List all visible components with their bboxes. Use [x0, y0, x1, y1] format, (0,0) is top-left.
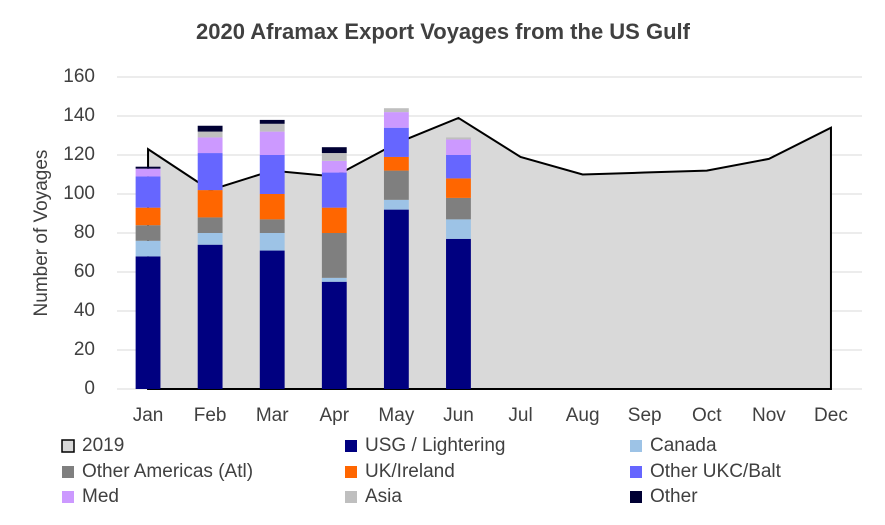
legend-swatch — [630, 440, 642, 452]
bar-segment — [321, 160, 347, 173]
bar-segment — [321, 207, 347, 233]
bar-segment — [321, 281, 347, 389]
legend-swatch — [345, 440, 357, 452]
area — [147, 116, 832, 390]
bar-segment — [197, 137, 223, 154]
x-tick-label: Feb — [194, 405, 227, 426]
bar-segment — [135, 166, 161, 169]
x-tick-label: Dec — [814, 405, 848, 426]
bar-segment — [197, 233, 223, 245]
bar-segment — [446, 219, 471, 239]
x-tick-label: Nov — [752, 405, 786, 426]
legend-swatch — [345, 466, 357, 478]
legend-swatch — [62, 466, 74, 478]
x-tick-label: Sep — [628, 405, 662, 426]
bar-segment — [135, 207, 161, 226]
bar-segment — [197, 131, 223, 138]
bar-segment — [446, 139, 471, 155]
bar-segment — [197, 217, 223, 233]
bar-segment — [259, 233, 285, 251]
bar-segment — [383, 127, 409, 157]
y-tick-label: 80 — [74, 222, 95, 243]
bar-segment — [383, 156, 409, 171]
x-tick-label: Oct — [692, 405, 722, 426]
bar-segment — [135, 256, 161, 389]
y-axis-label: Number of Voyages — [31, 150, 52, 317]
bar-segment — [259, 250, 285, 389]
y-tick-label: 100 — [63, 183, 95, 204]
x-tick-label: Jan — [133, 405, 164, 426]
bar-segment — [259, 131, 285, 155]
bar-segment — [321, 153, 347, 161]
y-tick-label: 160 — [63, 66, 95, 87]
legend-swatch — [630, 491, 642, 503]
y-tick-label: 120 — [63, 144, 95, 165]
bar-segment — [446, 178, 471, 198]
bar-segment — [321, 172, 347, 208]
bar-segment — [197, 125, 223, 132]
bar-segment — [135, 176, 161, 208]
y-tick-label: 40 — [74, 300, 95, 321]
bar-segment — [259, 123, 285, 132]
y-tick-label: 140 — [63, 105, 95, 126]
x-tick-label: Jun — [443, 405, 474, 426]
legend-label: 2019 — [82, 435, 124, 456]
bar-segment — [259, 194, 285, 220]
legend-label: Med — [82, 486, 119, 507]
y-tick-label: 60 — [74, 261, 95, 282]
legend-label: Canada — [650, 435, 717, 456]
x-tick-label: Apr — [320, 405, 350, 426]
y-tick-label: 20 — [74, 339, 95, 360]
legend-swatch — [61, 439, 75, 453]
legend-label: UK/Ireland — [365, 461, 455, 482]
bar-segment — [383, 108, 409, 113]
x-tick-label: May — [378, 405, 414, 426]
bar-segment — [446, 137, 471, 140]
bar-segment — [321, 147, 347, 154]
legend-label: Other UKC/Balt — [650, 461, 782, 482]
bar-segment — [383, 209, 409, 389]
bar-segment — [259, 155, 285, 194]
legend-label: Other — [650, 486, 698, 507]
bar-segment — [259, 219, 285, 233]
y-tick-label: 0 — [84, 378, 95, 399]
legend-swatch — [630, 466, 642, 478]
bar-segment — [383, 199, 409, 210]
legend-label: Asia — [365, 486, 402, 507]
bar-segment — [446, 238, 471, 389]
bar-segment — [197, 244, 223, 389]
bar-segment — [321, 233, 347, 278]
bar-segment — [197, 153, 223, 191]
x-tick-label: Mar — [256, 405, 289, 426]
legend-label: Other Americas (Atl) — [82, 461, 253, 482]
bar-segment — [259, 119, 285, 124]
bar-segment — [383, 112, 409, 128]
legend-label: USG / Lightering — [365, 435, 505, 456]
chart-title: 2020 Aframax Export Voyages from the US … — [196, 19, 691, 44]
bar-segment — [135, 240, 161, 257]
bar-segment — [135, 168, 161, 177]
bar-segment — [197, 190, 223, 218]
x-tick-label: Jul — [508, 405, 532, 426]
x-tick-label: Aug — [566, 405, 600, 426]
bar-segment — [321, 277, 347, 282]
bar-segment — [135, 225, 161, 241]
bar-segment — [383, 170, 409, 200]
legend-swatch — [62, 491, 74, 503]
legend-swatch — [345, 491, 357, 503]
bar-segment — [446, 197, 471, 220]
bar-segment — [446, 155, 471, 179]
